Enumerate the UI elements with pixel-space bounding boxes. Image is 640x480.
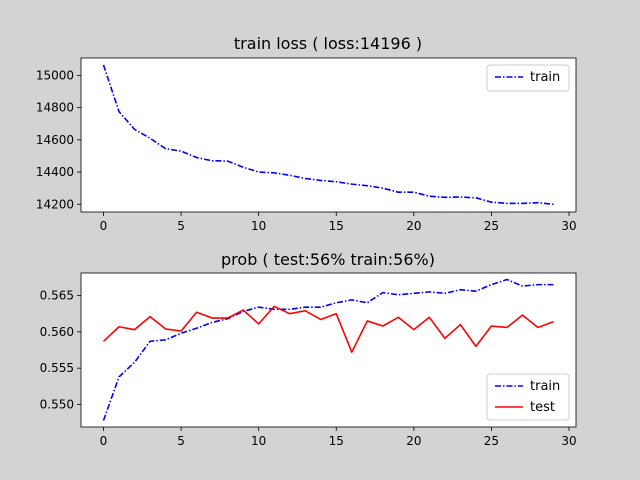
y-tick-label: 14200 xyxy=(36,197,74,211)
chart-prob: prob ( test:56% train:56%) 0 5 10 15 20 25 30 … xyxy=(40,250,577,448)
chart-train-loss: train loss ( loss:14196 ) 0 5 10 15 20 25 30 1… xyxy=(36,34,577,233)
series-line-train xyxy=(102,278,554,421)
y-tick-label: 0.555 xyxy=(40,361,74,375)
x-tick-label: 20 xyxy=(406,434,421,448)
x-tick-label: 5 xyxy=(177,219,185,233)
axes-frame xyxy=(80,272,577,428)
x-tick-label: 30 xyxy=(561,434,576,448)
legend-box xyxy=(486,64,570,92)
y-tick-label: 14400 xyxy=(36,165,74,179)
series-line-test xyxy=(102,305,554,353)
x-tick-label: 25 xyxy=(484,434,499,448)
series-group xyxy=(102,278,554,421)
y-tick-label: 0.560 xyxy=(40,325,74,339)
legend-label-test: test xyxy=(530,400,555,415)
y-tick-label: 15000 xyxy=(36,68,74,82)
y-tick-label: 0.565 xyxy=(40,289,74,303)
x-tick-label: 10 xyxy=(251,434,266,448)
legend-label-train: train xyxy=(530,70,560,85)
x-tick-label: 10 xyxy=(251,219,266,233)
x-tick-label: 0 xyxy=(100,434,108,448)
x-tick-label: 15 xyxy=(329,219,344,233)
x-tick-label: 25 xyxy=(484,219,499,233)
legend-label-train: train xyxy=(530,379,560,394)
y-ticks: 0.550 0.555 0.560 0.565 xyxy=(40,289,81,411)
chart-title-prob: prob ( test:56% train:56%) xyxy=(221,250,435,269)
y-tick-label: 14600 xyxy=(36,133,74,147)
x-tick-label: 30 xyxy=(561,219,576,233)
x-tick-label: 15 xyxy=(329,434,344,448)
x-ticks: 0 5 10 15 20 25 30 xyxy=(100,427,577,448)
legend-train-loss: train xyxy=(486,64,570,92)
x-tick-label: 5 xyxy=(177,434,185,448)
y-tick-label: 0.550 xyxy=(40,397,74,411)
y-ticks: 14200 14400 14600 14800 15000 xyxy=(36,68,81,211)
legend-prob: train test xyxy=(486,373,570,421)
axes-frame xyxy=(80,57,577,213)
x-tick-label: 20 xyxy=(406,219,421,233)
x-tick-label: 0 xyxy=(100,219,108,233)
x-ticks: 0 5 10 15 20 25 30 xyxy=(100,212,577,233)
y-tick-label: 14800 xyxy=(36,101,74,115)
chart-title-train-loss: train loss ( loss:14196 ) xyxy=(234,34,422,53)
series-group xyxy=(102,64,554,206)
series-line-train xyxy=(102,64,554,206)
